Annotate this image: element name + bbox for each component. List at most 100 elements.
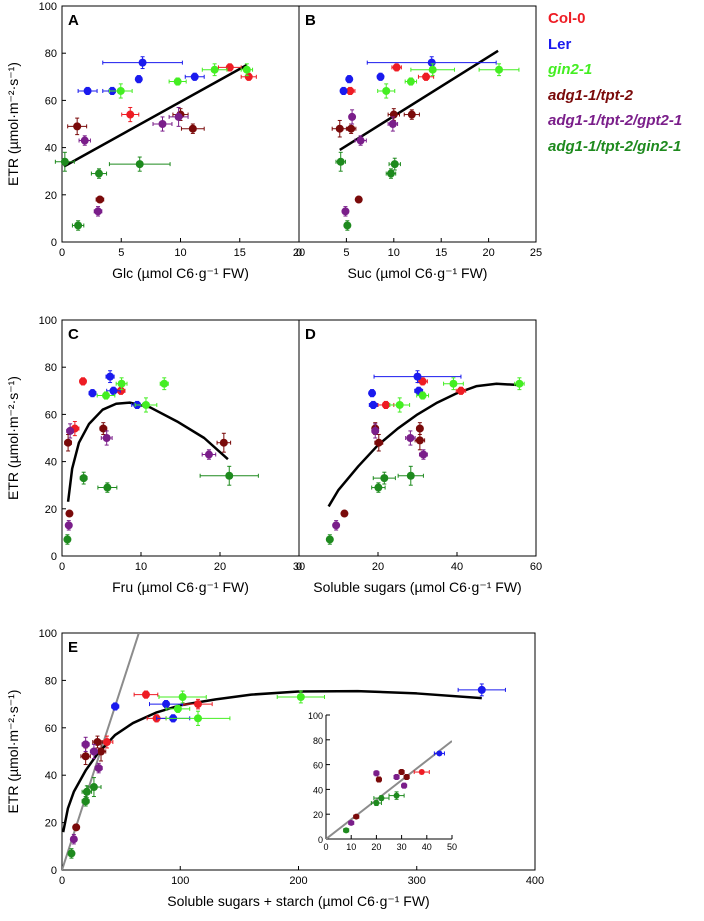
panel-a-point [121,106,140,123]
panel-e-point [81,796,90,807]
panel-c-point [65,509,74,518]
panel-c-point [105,370,115,384]
legend-gin2: gin2-1 [548,61,593,78]
panel-e-inset-plot [326,740,452,839]
panel-e-inset-point [403,774,410,780]
data-marker [418,769,425,776]
panel-d-point [332,520,341,531]
data-marker [419,450,428,459]
panel-a-xtick-label: 10 [174,247,186,259]
panel-c-ytick-label: 0 [51,551,57,563]
legend-adg1-tpt2-gpt2: adg1-1/tpt-2/gpt2-1 [548,112,683,129]
panel-b-point [345,75,354,84]
panel-a-ytick-label: 80 [45,48,57,60]
legend: Col-0 Ler gin2-1 adg1-1/tpt-2 adg1-1/tpt… [548,6,682,159]
panel-d-xtick-label: 40 [451,561,463,573]
panel-d-point [397,465,424,486]
panel-a-point [152,116,173,132]
data-marker [386,169,395,178]
data-marker [63,535,72,544]
panel-a-point [180,123,205,134]
panel-e-xlabel: Soluble sugars + starch (µmol C6·g⁻¹ FW) [167,893,429,909]
panel-e-xtick-label: 200 [289,875,307,887]
legend-col0: Col-0 [548,10,586,27]
panel-b-point [391,63,402,72]
panel-d-point [373,370,462,384]
data-marker [356,136,365,145]
data-marker [373,770,380,777]
data-marker [390,160,399,169]
panel-d-point [340,509,349,518]
panel-e-xtick-label: 0 [59,875,65,887]
data-marker [173,704,182,713]
data-marker [81,740,90,749]
panel-e-inset-ytick-label: 40 [313,785,323,795]
data-marker [141,400,150,409]
panel-a-point [240,63,254,77]
panel-c-ytick-label: 100 [39,315,57,327]
panel-a-ylabel: ETR (µmol·m⁻²·s⁻¹) [5,62,21,186]
panel-a-point [78,135,91,146]
data-marker [126,110,135,119]
panel-d-point [405,430,416,446]
data-marker [74,221,83,230]
data-marker [69,835,78,844]
data-marker [141,690,150,699]
data-marker [369,400,378,409]
panel-a-point [54,151,75,172]
panel-e-inset-point [388,791,405,800]
panel-e-inset-point [433,750,445,757]
panel-c-xtick-label: 20 [214,561,226,573]
data-marker [64,438,73,447]
data-marker [427,58,436,67]
data-marker [64,521,73,530]
panel-c-point [96,391,116,400]
panel-e-inset-ytick-label: 80 [313,736,323,746]
data-marker [382,86,391,95]
data-marker [138,58,147,67]
panel-e-point [457,683,506,697]
data-marker [102,738,111,747]
panel-d-xtick-label: 20 [372,561,384,573]
panel-e-inset-xtick-label: 30 [397,842,407,852]
panel-b-point [348,109,357,125]
data-marker [343,827,350,834]
panel-a-fit-curve [63,63,248,168]
panel-c-point [159,377,169,391]
panel-c-point [106,386,121,395]
panel-b-xtick-label: 10 [388,247,400,259]
panel-e-inset-point [373,795,390,802]
panel-a-point [217,63,242,72]
panel-e-point [94,762,103,774]
panel-e-fit-curve [62,689,482,833]
data-marker [89,783,98,792]
panel-c-xlabel: Fru (µmol C6·g⁻¹ FW) [112,579,249,595]
data-marker [477,685,486,694]
panel-e-letter: E [68,639,78,656]
panel-e-ytick-label: 0 [51,865,57,877]
panel-a-point [102,56,183,70]
panel-e-inset-point [413,769,430,776]
panel-e-inset-point [348,819,355,826]
panel-d-frame [298,319,537,557]
data-marker [345,75,354,84]
panel-e-point [158,690,207,704]
data-marker [325,535,334,544]
panel-c-ytick-label: 20 [45,504,57,516]
panel-e-plot [62,633,482,870]
panel-d-point [389,397,411,413]
panel-e-xtick-label: 300 [408,875,426,887]
panel-e-inset-point [375,776,382,783]
panel-e-point [81,736,90,752]
data-marker [109,386,118,395]
data-marker [374,438,383,447]
panel-e-inset-xtick-label: 10 [346,842,356,852]
panel-e-ytick-label: 80 [45,675,57,687]
data-marker [89,747,98,756]
data-marker [422,72,431,81]
panel-b-xlabel: Suc (µmol C6·g⁻¹ FW) [348,265,488,281]
data-marker [116,386,125,395]
panel-a-point [93,206,103,217]
data-marker [332,521,341,530]
